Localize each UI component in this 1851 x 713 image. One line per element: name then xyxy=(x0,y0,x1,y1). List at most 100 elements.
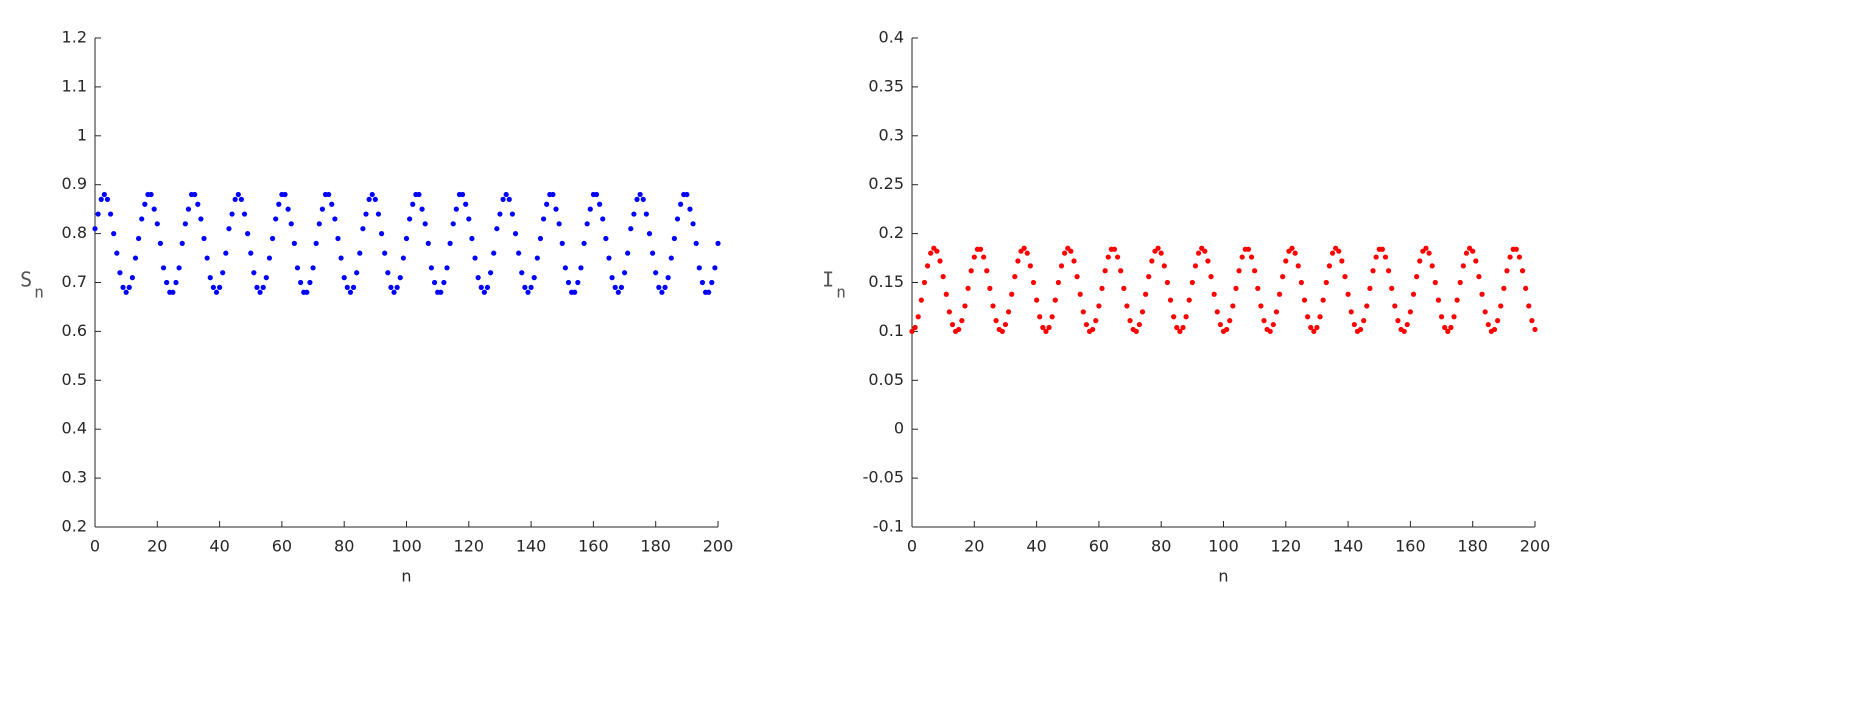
point xyxy=(603,235,609,242)
point xyxy=(1049,314,1055,320)
point xyxy=(987,285,993,291)
point xyxy=(481,289,487,295)
point xyxy=(1342,274,1348,280)
point xyxy=(1074,274,1080,280)
point xyxy=(204,255,210,261)
point xyxy=(1457,279,1463,286)
point xyxy=(1485,321,1491,328)
x-tick-label: 20 xyxy=(964,537,984,556)
point xyxy=(1012,274,1018,280)
point xyxy=(469,235,475,242)
point xyxy=(1030,279,1037,286)
y-tick-label: 0.6 xyxy=(62,321,87,340)
point xyxy=(1114,254,1121,260)
point xyxy=(238,196,245,202)
point xyxy=(260,284,266,290)
y-tick-label: 0.4 xyxy=(62,419,87,438)
point xyxy=(656,284,662,290)
point xyxy=(668,255,674,261)
point xyxy=(572,289,578,295)
point xyxy=(1329,250,1336,256)
point xyxy=(712,265,718,271)
point xyxy=(441,279,447,286)
point xyxy=(344,284,350,290)
point xyxy=(282,191,288,198)
point xyxy=(332,216,338,222)
point xyxy=(160,265,167,271)
point xyxy=(1379,246,1385,252)
point xyxy=(347,289,354,295)
point xyxy=(378,231,385,237)
y-tick-label: 0.35 xyxy=(868,76,904,95)
point xyxy=(1230,303,1236,309)
y-tick-label: 0.3 xyxy=(62,468,87,487)
point xyxy=(297,279,304,286)
point xyxy=(500,196,506,202)
point xyxy=(148,191,154,198)
point xyxy=(1280,274,1286,280)
point xyxy=(1093,318,1099,324)
point xyxy=(662,284,668,290)
y-tick-label: 0.2 xyxy=(62,517,87,536)
point xyxy=(1448,324,1454,331)
point xyxy=(1149,258,1155,264)
point xyxy=(1058,263,1065,269)
point xyxy=(949,321,956,328)
point xyxy=(453,206,459,212)
point xyxy=(341,275,347,281)
point xyxy=(478,284,484,290)
point xyxy=(226,226,232,232)
point xyxy=(971,254,977,260)
x-tick-label: 40 xyxy=(209,537,229,556)
x-axis-label: n xyxy=(1218,567,1228,586)
point xyxy=(537,235,544,242)
point xyxy=(1482,309,1488,315)
point xyxy=(1442,324,1448,331)
point xyxy=(248,250,254,256)
point xyxy=(1317,314,1323,320)
point xyxy=(1479,291,1485,297)
point xyxy=(210,284,216,290)
point xyxy=(1214,309,1220,315)
y-tick-label: -0.05 xyxy=(863,468,904,487)
point xyxy=(92,226,98,232)
point xyxy=(263,275,269,281)
point xyxy=(1451,314,1457,320)
point xyxy=(940,274,946,280)
point xyxy=(1370,268,1376,274)
point xyxy=(528,284,534,290)
point xyxy=(687,206,693,212)
point xyxy=(943,291,949,297)
point xyxy=(924,263,931,269)
point xyxy=(544,201,550,207)
point xyxy=(360,226,366,232)
point xyxy=(631,211,637,217)
point xyxy=(164,279,170,286)
point xyxy=(525,289,531,295)
point xyxy=(915,314,921,320)
point xyxy=(1180,324,1186,331)
point xyxy=(463,201,469,207)
point xyxy=(1401,328,1407,334)
point xyxy=(993,318,999,324)
point xyxy=(1460,263,1466,269)
point xyxy=(397,275,403,281)
point xyxy=(388,284,394,290)
point xyxy=(120,284,126,290)
point xyxy=(621,270,628,276)
point xyxy=(1320,297,1326,303)
point xyxy=(584,221,590,227)
x-tick-label: 120 xyxy=(1271,537,1302,556)
point xyxy=(310,265,316,271)
point xyxy=(587,206,593,212)
x-tick-label: 0 xyxy=(907,537,917,556)
point xyxy=(921,279,928,286)
x-tick-label: 40 xyxy=(1026,537,1046,556)
point xyxy=(111,231,117,237)
point xyxy=(354,270,360,276)
y-axis-label-subscript: n xyxy=(34,282,44,301)
point xyxy=(600,216,606,222)
point xyxy=(117,270,123,276)
point xyxy=(503,191,509,198)
point xyxy=(1361,318,1367,324)
